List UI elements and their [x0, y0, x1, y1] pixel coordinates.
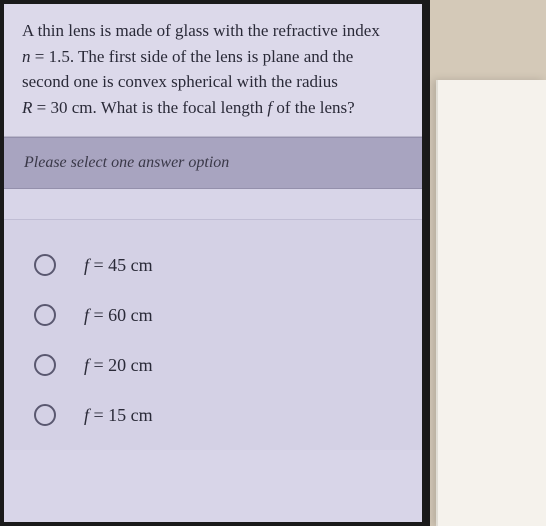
option-row-1[interactable]: f = 45 cm	[24, 240, 402, 290]
radio-icon	[34, 354, 56, 376]
radio-icon	[34, 404, 56, 426]
option-row-3[interactable]: f = 20 cm	[24, 340, 402, 390]
question-section: A thin lens is made of glass with the re…	[4, 4, 422, 137]
option-label-4: f = 15 cm	[84, 405, 153, 426]
quiz-screen: A thin lens is made of glass with the re…	[4, 4, 422, 522]
instruction-bar: Please select one answer option	[4, 137, 422, 189]
option-row-4[interactable]: f = 15 cm	[24, 390, 402, 440]
instruction-text: Please select one answer option	[24, 154, 229, 171]
option-value-1: = 45 cm	[89, 255, 153, 275]
option-value-3: = 20 cm	[89, 355, 153, 375]
radio-icon	[34, 304, 56, 326]
question-part-1: A thin lens is made of glass with the re…	[22, 21, 380, 40]
options-section: f = 45 cm f = 60 cm f = 20 cm f = 15 cm	[4, 219, 422, 450]
option-label-3: f = 20 cm	[84, 355, 153, 376]
var-n: n	[22, 47, 31, 66]
var-R: R	[22, 98, 32, 117]
radio-icon	[34, 254, 56, 276]
question-text: A thin lens is made of glass with the re…	[22, 18, 404, 120]
notebook-background	[436, 80, 546, 526]
eq-R: = 30 cm	[32, 98, 92, 117]
phone-frame: A thin lens is made of glass with the re…	[0, 0, 430, 526]
option-value-4: = 15 cm	[89, 405, 153, 425]
section-spacer	[4, 189, 422, 219]
question-part-2: . The first side of the lens is plane an…	[22, 47, 353, 92]
option-label-1: f = 45 cm	[84, 255, 153, 276]
question-part-3: . What is the focal length	[93, 98, 268, 117]
option-label-2: f = 60 cm	[84, 305, 153, 326]
option-row-2[interactable]: f = 60 cm	[24, 290, 402, 340]
option-value-2: = 60 cm	[89, 305, 153, 325]
question-part-4: of the lens?	[272, 98, 355, 117]
eq-n: = 1.5	[31, 47, 70, 66]
